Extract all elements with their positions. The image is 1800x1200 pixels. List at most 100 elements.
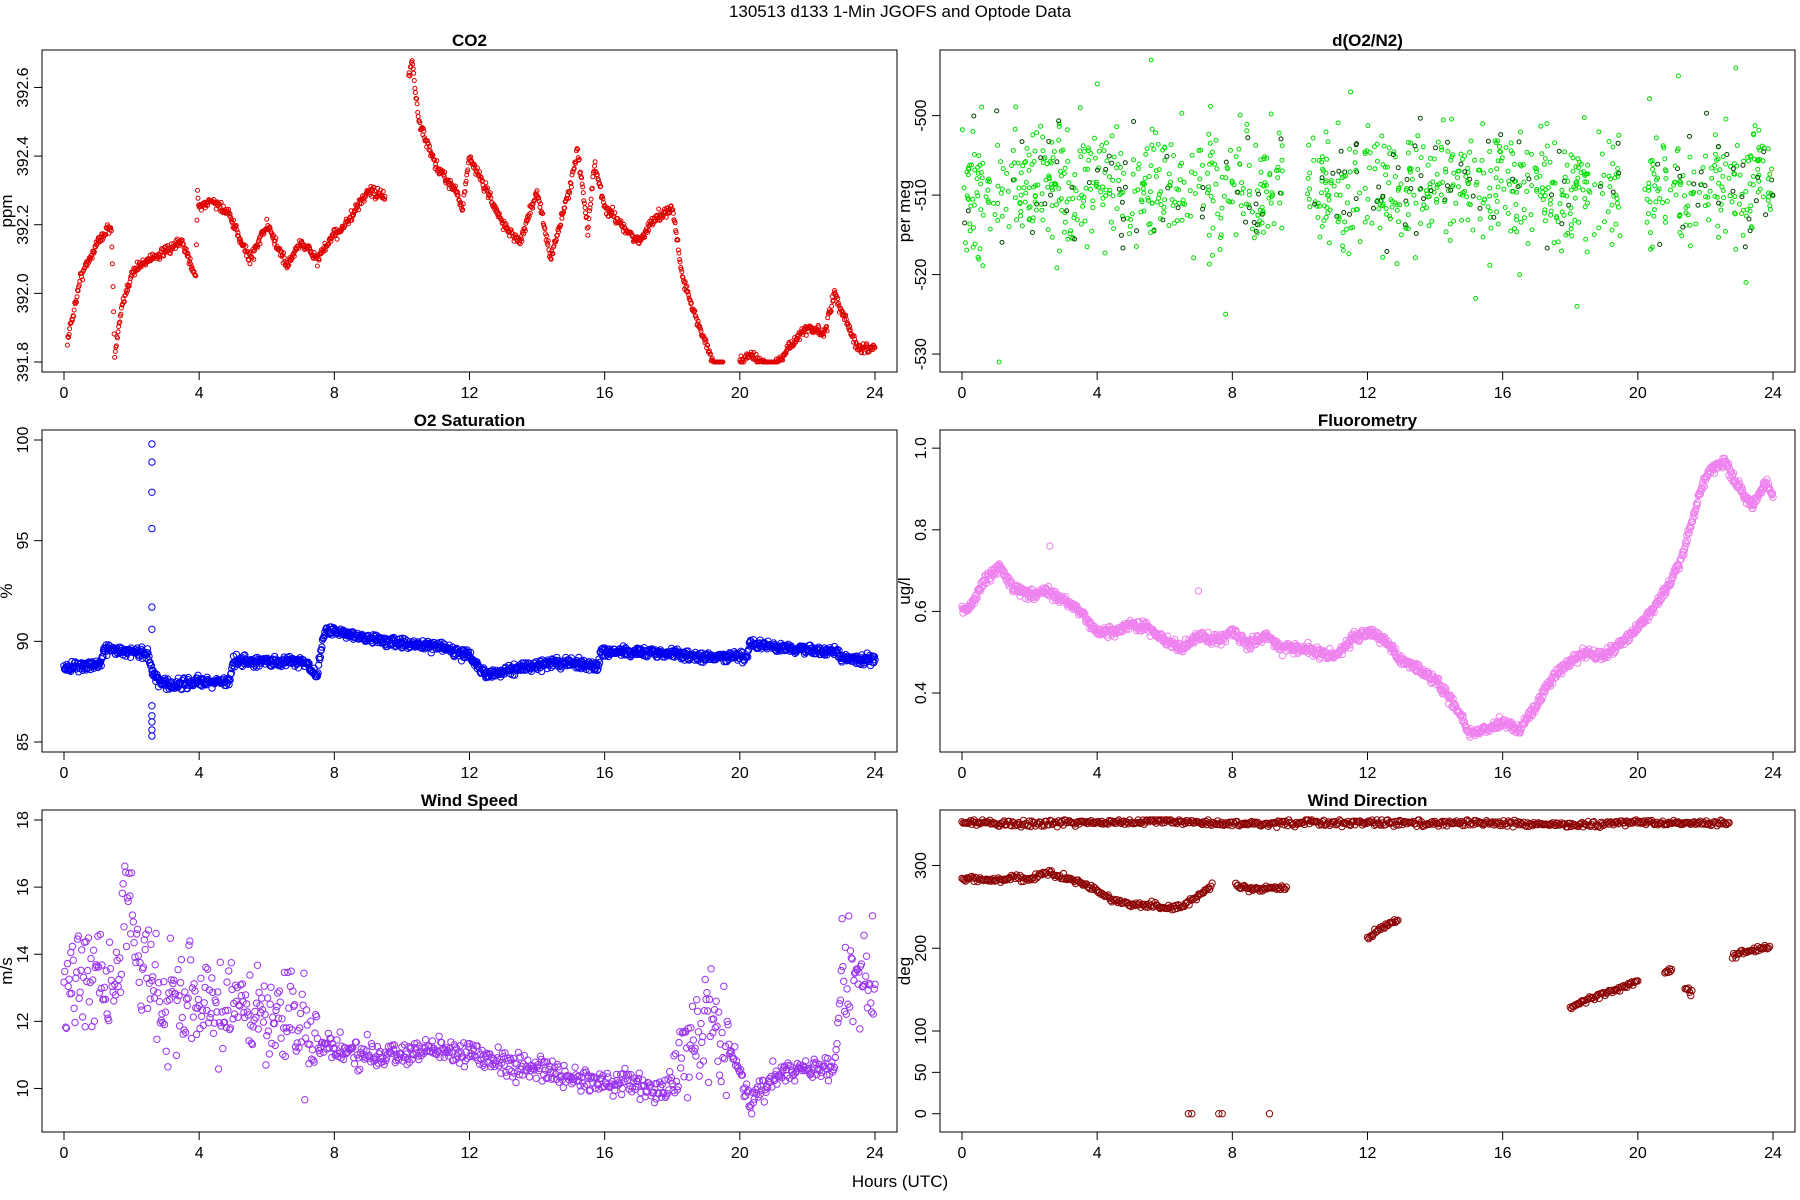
data-point xyxy=(1023,159,1028,165)
data-point xyxy=(1076,195,1082,201)
data-point xyxy=(1118,232,1124,238)
x-tick-label: 16 xyxy=(596,385,614,402)
data-point xyxy=(1687,243,1693,249)
data-point xyxy=(1551,240,1557,246)
x-tick-label: 20 xyxy=(1629,385,1647,402)
data-point xyxy=(589,185,595,191)
data-point xyxy=(1470,193,1476,199)
data-point xyxy=(542,226,548,232)
data-point xyxy=(678,266,684,272)
data-point xyxy=(1570,168,1576,174)
data-point xyxy=(975,193,981,199)
data-point xyxy=(513,232,519,238)
data-point xyxy=(194,217,200,223)
data-point xyxy=(1717,167,1723,173)
x-tick-label: 12 xyxy=(1359,385,1377,402)
data-point xyxy=(1598,181,1604,186)
data-point xyxy=(1258,157,1264,163)
data-point xyxy=(1064,199,1070,205)
data-point xyxy=(851,333,857,339)
data-point xyxy=(460,201,466,207)
data-point xyxy=(89,255,95,261)
data-point xyxy=(1061,171,1067,176)
data-point xyxy=(148,458,156,466)
data-point xyxy=(677,259,683,265)
data-point xyxy=(970,196,976,202)
data-point xyxy=(1704,110,1709,116)
data-point xyxy=(411,70,417,76)
data-point xyxy=(1323,214,1329,220)
data-point xyxy=(1653,199,1659,205)
data-point xyxy=(1383,172,1389,178)
data-point xyxy=(986,176,992,182)
data-point xyxy=(1032,193,1038,199)
data-point xyxy=(1206,232,1212,238)
data-point xyxy=(1071,215,1077,221)
data-point xyxy=(1166,171,1172,177)
data-point xyxy=(362,194,368,200)
data-point xyxy=(1566,202,1572,208)
data-point xyxy=(1229,178,1235,184)
data-point xyxy=(1673,192,1679,198)
data-point xyxy=(1253,201,1259,207)
x-tick-label: 24 xyxy=(866,385,884,402)
data-point xyxy=(1114,206,1120,212)
data-point xyxy=(1033,207,1039,213)
data-point xyxy=(1142,175,1148,181)
data-point xyxy=(148,625,156,633)
data-point xyxy=(1172,199,1178,205)
data-point xyxy=(1263,182,1269,188)
data-point xyxy=(1466,201,1472,207)
data-point xyxy=(1662,156,1668,162)
data-point xyxy=(1103,193,1109,199)
data-point xyxy=(538,201,543,207)
data-point xyxy=(1319,223,1325,229)
data-point xyxy=(1544,245,1550,251)
data-point xyxy=(1445,139,1450,145)
data-point xyxy=(1447,238,1453,243)
data-point xyxy=(1058,173,1064,179)
data-point xyxy=(1171,220,1177,226)
data-point xyxy=(1567,211,1573,217)
data-point xyxy=(299,238,305,244)
data-point xyxy=(1246,188,1252,194)
data-point xyxy=(1585,200,1590,206)
data-point xyxy=(1493,175,1499,181)
data-point xyxy=(1740,162,1746,168)
x-tick-label: 24 xyxy=(1764,385,1782,402)
data-point xyxy=(1168,142,1174,148)
data-point xyxy=(480,178,485,184)
data-point xyxy=(1219,174,1225,180)
data-point xyxy=(1260,210,1266,216)
data-point xyxy=(226,206,231,212)
data-point xyxy=(1056,118,1062,124)
data-point xyxy=(660,213,666,219)
data-point xyxy=(1019,139,1025,145)
y-tick-label: -520 xyxy=(913,258,930,290)
data-point xyxy=(1279,225,1285,231)
panel-title: Fluorometry xyxy=(1318,411,1418,430)
data-point xyxy=(351,212,356,218)
data-point xyxy=(1345,184,1351,190)
data-point xyxy=(428,153,434,159)
data-point xyxy=(587,208,592,214)
plot-frame xyxy=(41,49,898,373)
data-point xyxy=(673,230,679,236)
data-point xyxy=(1578,170,1584,175)
data-point xyxy=(1438,192,1444,198)
data-point xyxy=(1521,215,1527,221)
y-tick-label: 392.6 xyxy=(15,67,32,107)
data-point xyxy=(1568,222,1574,228)
y-tick-label: 0.6 xyxy=(913,600,930,622)
data-point xyxy=(112,349,118,354)
data-point xyxy=(1116,178,1122,183)
data-point xyxy=(999,213,1005,219)
data-point xyxy=(1026,168,1032,173)
data-point xyxy=(1375,197,1381,203)
data-point xyxy=(328,238,334,244)
data-point xyxy=(1050,155,1056,161)
data-point xyxy=(1443,169,1449,175)
data-point xyxy=(1518,219,1524,225)
data-point xyxy=(1141,190,1147,196)
data-point xyxy=(1449,116,1455,122)
